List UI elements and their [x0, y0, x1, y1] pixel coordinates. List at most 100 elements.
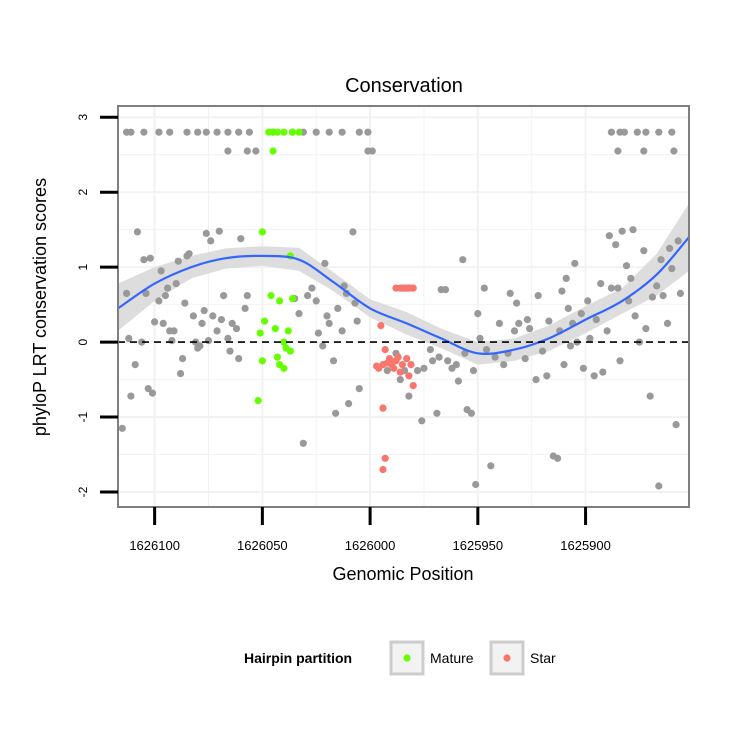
data-point-other	[597, 280, 605, 288]
data-point-other	[207, 237, 215, 245]
x-axis-tick-label: 1625900	[560, 538, 611, 553]
data-point-other	[562, 274, 570, 282]
data-point-other	[355, 128, 363, 136]
data-point-star	[381, 346, 389, 354]
data-point-other	[146, 254, 154, 262]
data-point-other	[224, 128, 232, 136]
y-axis-tick-label: 2	[76, 189, 90, 196]
data-point-other	[474, 310, 482, 318]
data-point-other	[495, 319, 503, 327]
data-point-other	[183, 128, 191, 136]
data-point-other	[237, 235, 245, 243]
data-point-other	[213, 128, 221, 136]
data-point-other	[506, 289, 514, 297]
legend-swatch-mature	[403, 654, 411, 662]
data-point-other	[314, 329, 322, 337]
data-point-mature	[288, 295, 297, 303]
data-points	[118, 128, 685, 490]
data-point-other	[668, 265, 676, 273]
data-point-mature	[269, 147, 277, 155]
data-point-star	[403, 355, 411, 363]
data-point-other	[620, 128, 629, 136]
data-point-other	[676, 289, 685, 297]
data-point-other	[226, 347, 234, 355]
data-point-other	[642, 128, 650, 136]
data-point-other	[224, 147, 232, 155]
data-point-other	[325, 319, 333, 327]
data-point-other	[351, 299, 359, 307]
data-point-other	[243, 292, 251, 300]
data-point-other	[545, 317, 553, 325]
data-point-star	[409, 284, 417, 292]
data-point-other	[480, 284, 488, 292]
data-point-mature	[276, 297, 284, 305]
data-point-other	[614, 147, 622, 155]
data-point-other	[323, 312, 331, 320]
data-point-mature	[288, 128, 297, 136]
legend-swatch-star	[503, 654, 511, 662]
data-point-other	[534, 292, 542, 300]
data-point-other	[118, 424, 126, 432]
data-point-other	[176, 370, 185, 378]
data-point-other	[155, 128, 163, 136]
data-point-other	[123, 289, 131, 297]
data-point-other	[179, 355, 187, 363]
data-point-other	[640, 247, 648, 255]
smooth-line	[117, 236, 690, 355]
data-point-other	[353, 317, 361, 325]
data-point-mature	[280, 338, 288, 346]
data-point-other	[142, 289, 150, 297]
data-point-other	[345, 400, 353, 408]
data-point-other	[338, 128, 346, 136]
data-point-other	[491, 353, 499, 361]
legend-title: Hairpin partition	[244, 650, 352, 666]
data-point-other	[420, 364, 428, 372]
data-point-other	[648, 293, 657, 301]
data-point-other	[592, 316, 600, 324]
data-point-other	[295, 310, 303, 318]
data-point-other	[383, 367, 391, 375]
data-point-other	[181, 299, 189, 307]
data-point-other	[523, 316, 532, 324]
data-point-other	[235, 355, 243, 363]
data-point-other	[329, 357, 338, 365]
data-point-other	[584, 297, 592, 305]
data-point-other	[521, 355, 529, 363]
data-point-other	[655, 482, 663, 490]
data-point-other	[204, 337, 213, 345]
data-point-mature	[280, 128, 288, 136]
data-point-other	[155, 297, 163, 305]
data-point-other	[657, 256, 665, 264]
data-point-other	[200, 307, 208, 315]
data-point-other	[202, 229, 210, 237]
data-point-other	[560, 361, 568, 369]
data-point-other	[189, 312, 197, 320]
data-point-other	[157, 267, 165, 275]
series-other-points	[118, 128, 685, 490]
data-point-mature	[260, 317, 269, 325]
x-axis-tick-label: 1625950	[453, 538, 504, 553]
data-point-other	[220, 292, 228, 300]
legend-label-mature: Mature	[430, 650, 474, 666]
data-point-mature	[254, 397, 262, 405]
data-point-other	[487, 462, 495, 470]
data-point-star	[409, 382, 417, 390]
data-point-mature	[295, 128, 303, 136]
data-point-other	[500, 361, 508, 369]
data-point-other	[164, 284, 172, 292]
data-point-other	[642, 325, 650, 333]
data-point-other	[224, 334, 232, 342]
data-point-other	[629, 226, 637, 234]
data-point-star	[379, 404, 387, 412]
data-point-other	[312, 297, 320, 305]
data-point-other	[622, 262, 631, 270]
data-point-other	[140, 128, 148, 136]
data-point-other	[564, 304, 572, 312]
data-point-other	[148, 389, 157, 397]
data-point-mature	[256, 329, 264, 337]
data-point-other	[607, 284, 616, 292]
data-point-other	[454, 377, 462, 385]
data-point-other	[513, 299, 521, 307]
plot-panel-border	[117, 105, 690, 508]
